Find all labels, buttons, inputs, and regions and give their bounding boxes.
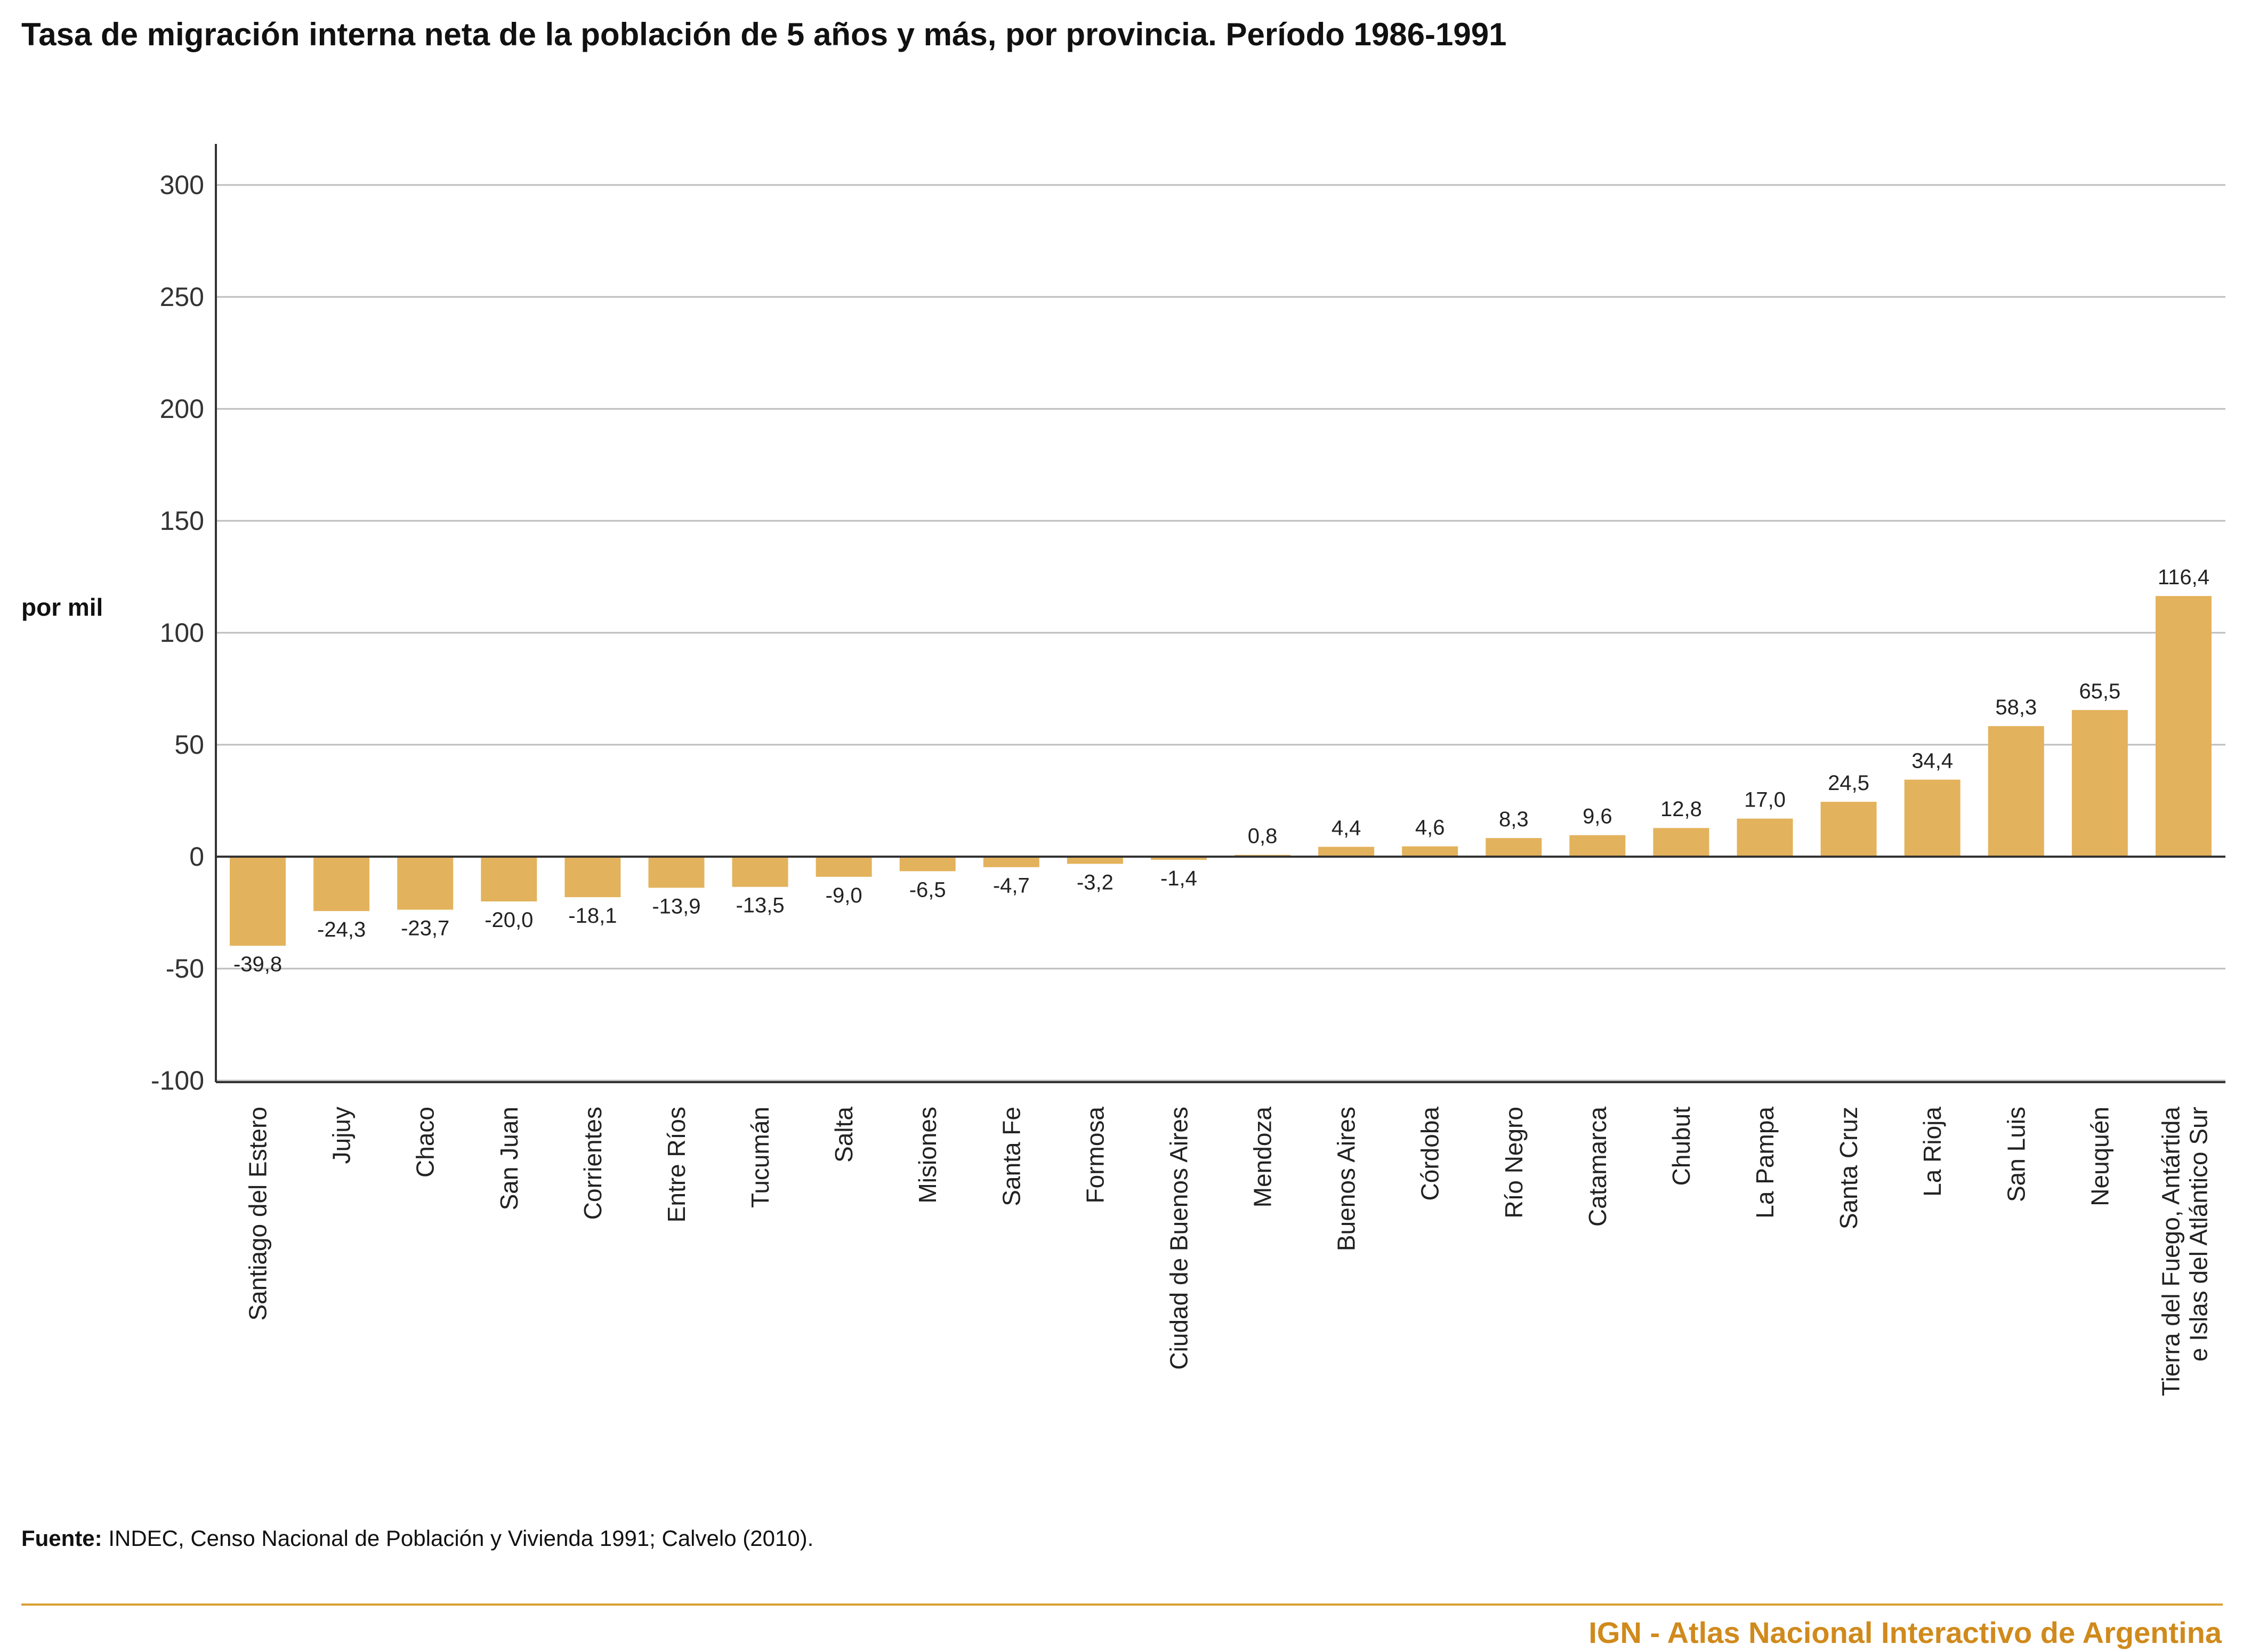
value-label: 4,6: [1415, 816, 1445, 840]
bar: [1988, 726, 2044, 857]
value-label: 0,8: [1248, 825, 1278, 848]
y-tick-label: 150: [160, 506, 204, 536]
x-tick-label: Tierra del Fuego, Antártidae Islas del A…: [2157, 1107, 2212, 1396]
value-label: -6,5: [909, 878, 946, 901]
x-tick-label: Santa Fe: [997, 1107, 1025, 1206]
value-label: 58,3: [1995, 696, 2037, 719]
x-tick-label: Córdoba: [1416, 1107, 1444, 1201]
value-label: -1,4: [1160, 867, 1197, 890]
y-tick-label: 250: [160, 282, 204, 312]
value-label: -18,1: [568, 904, 617, 928]
bar: [564, 857, 621, 898]
value-label: -39,8: [233, 953, 282, 976]
x-tick-label: Tucumán: [746, 1107, 774, 1208]
value-label: -20,0: [485, 908, 533, 932]
bar: [1820, 802, 1877, 857]
x-tick-label: Neuquén: [2086, 1107, 2113, 1206]
bar: [313, 857, 370, 912]
bar: [1653, 828, 1709, 857]
bar: [816, 857, 872, 877]
x-tick-label: Formosa: [1081, 1107, 1109, 1204]
bar-chart: 300 250 200 150 100 50 0 -50 -100 -39,8 Santiago d…: [151, 144, 2225, 1396]
x-tick-label: Buenos Aires: [1333, 1107, 1360, 1251]
bar: [1904, 779, 1960, 857]
x-tick-label: Mendoza: [1249, 1107, 1277, 1208]
y-axis-label: por mil: [21, 593, 103, 621]
value-label: -4,7: [993, 874, 1030, 898]
x-tick-label: Corrientes: [579, 1107, 607, 1220]
footer-divider: [21, 1603, 2223, 1606]
x-tick-label: San Juan: [495, 1107, 523, 1210]
value-label: -23,7: [401, 917, 449, 940]
y-tick-label: -100: [151, 1066, 204, 1095]
x-tick-label: Santiago del Estero: [244, 1107, 272, 1321]
bar: [1486, 838, 1542, 857]
x-tick-label: Salta: [830, 1107, 858, 1163]
bar: [983, 857, 1039, 867]
x-tick-label: Chubut: [1667, 1107, 1695, 1186]
bar: [1318, 847, 1375, 857]
bar: [732, 857, 788, 887]
bar: [1737, 818, 1793, 857]
x-tick-label: La Pampa: [1751, 1107, 1779, 1219]
x-tick-label: Jujuy: [328, 1107, 356, 1164]
y-tick-label: 100: [160, 618, 204, 648]
value-label: 116,4: [2158, 566, 2209, 589]
x-tick-label: La Rioja: [1918, 1107, 1946, 1197]
value-label: 8,3: [1499, 808, 1529, 831]
bar: [1150, 857, 1207, 860]
bar: [2071, 710, 2128, 857]
x-tick-label: San Luis: [2002, 1107, 2030, 1202]
bar: [1402, 846, 1458, 857]
bar: [1569, 835, 1626, 857]
y-tick-label: 0: [189, 842, 204, 872]
value-label: -9,0: [826, 884, 862, 907]
value-label: 24,5: [1828, 771, 1869, 795]
y-tick-label: -50: [166, 954, 204, 984]
value-label: 34,4: [1911, 750, 1953, 773]
bar: [2155, 596, 2212, 857]
y-tick-label: 50: [174, 730, 204, 760]
x-tick-label: Catamarca: [1584, 1107, 1611, 1227]
value-label: 4,4: [1332, 817, 1361, 840]
x-tick-label: Río Negro: [1500, 1107, 1528, 1219]
footer-credit: IGN - Atlas Nacional Interactivo de Arge…: [1588, 1616, 2222, 1649]
value-label: 9,6: [1583, 805, 1612, 828]
y-tick-label: 200: [160, 394, 204, 424]
value-label: -3,2: [1077, 871, 1114, 894]
value-label: 17,0: [1744, 788, 1786, 812]
value-label: 12,8: [1660, 797, 1702, 821]
bar: [1067, 857, 1123, 864]
bar: [230, 857, 286, 946]
value-label: 65,5: [2079, 680, 2120, 703]
x-tick-label: Santa Cruz: [1835, 1107, 1862, 1229]
x-tick-label: Chaco: [412, 1107, 439, 1178]
bar: [899, 857, 956, 872]
x-tick-label: Misiones: [914, 1107, 941, 1204]
bar: [481, 857, 537, 901]
x-tick-label: Entre Ríos: [663, 1107, 690, 1222]
source-note: Fuente: INDEC, Censo Nacional de Poblaci…: [21, 1526, 813, 1551]
value-label: -24,3: [317, 918, 366, 941]
bar: [648, 857, 705, 888]
source-text: INDEC, Censo Nacional de Población y Viv…: [102, 1526, 814, 1551]
y-tick-label: 300: [160, 170, 204, 200]
value-label: -13,5: [736, 894, 784, 917]
chart-title: Tasa de migración interna neta de la pob…: [21, 17, 1507, 52]
x-tick-label: Ciudad de Buenos Aires: [1165, 1107, 1192, 1370]
bar: [397, 857, 454, 910]
source-label: Fuente:: [21, 1526, 102, 1551]
value-label: -13,9: [652, 895, 700, 918]
